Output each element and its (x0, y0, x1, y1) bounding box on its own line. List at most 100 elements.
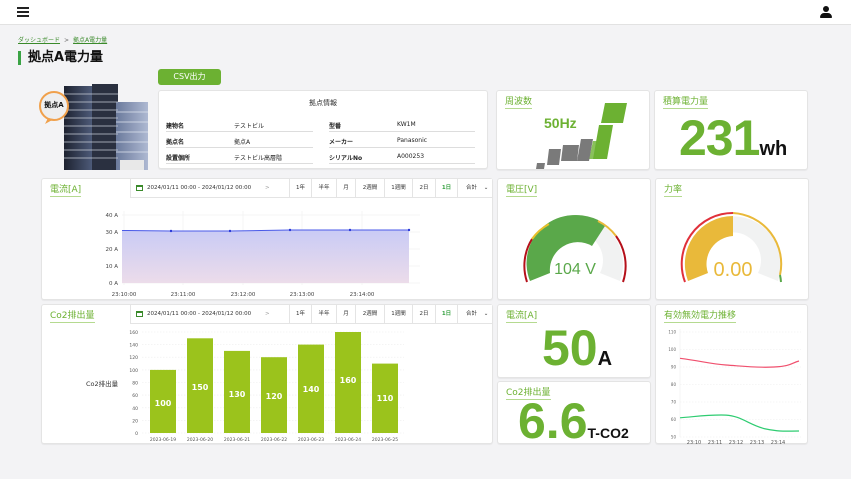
power-factor-title: 力率 (664, 185, 683, 197)
tab-1week[interactable]: 1週間 (384, 305, 412, 324)
breadcrumb-separator: > (64, 37, 70, 44)
building-badge: 拠点A (44, 101, 64, 109)
svg-text:140: 140 (129, 343, 138, 349)
svg-text:0 A: 0 A (109, 281, 118, 287)
next-range-button[interactable]: > (265, 185, 270, 191)
frequency-value: 50Hz (544, 115, 577, 131)
tab-1day[interactable]: 1日 (435, 305, 457, 324)
power-factor-card: 力率 0.00 (655, 178, 809, 300)
svg-text:2023-06-19: 2023-06-19 (150, 437, 176, 443)
svg-text:30 A: 30 A (105, 230, 118, 236)
tab-1year[interactable]: 1年 (289, 179, 311, 198)
date-range[interactable]: 2024/01/11 00:00 - 2024/01/12 00:00 (147, 185, 252, 191)
info-row-serial: シリアルNo A000253 (329, 150, 475, 164)
co2-value-wrap: 6.6T-CO2 (518, 392, 629, 450)
co2-unit: T-CO2 (587, 425, 629, 441)
current-chart-card: 電流[A] 2024/01/11 00:00 - 2024/01/12 00:0… (41, 178, 493, 300)
svg-text:120: 120 (129, 355, 138, 361)
svg-text:20 A: 20 A (105, 247, 118, 253)
svg-text:2023-06-24: 2023-06-24 (335, 437, 361, 443)
svg-text:70: 70 (671, 400, 677, 405)
current-value-card: 電流[A] 50A (497, 304, 651, 378)
energy-value-wrap: 231wh (679, 109, 787, 167)
svg-text:60: 60 (671, 417, 677, 422)
tab-month[interactable]: 月 (336, 179, 355, 198)
site-info-title: 拠点情報 (309, 99, 337, 107)
csv-export-button[interactable]: CSV出力 (158, 69, 221, 85)
breadcrumb-dashboard[interactable]: ダッシュボード (18, 37, 61, 44)
tab-half-year[interactable]: 半年 (311, 305, 336, 324)
svg-text:50: 50 (671, 435, 677, 440)
current-unit: A (597, 348, 613, 370)
svg-text:80: 80 (671, 382, 677, 387)
current-area-chart: 40 A 30 A 20 A 10 A 0 A 23:10:00 23:11:00 23:1… (105, 211, 420, 298)
svg-text:10 A: 10 A (105, 264, 118, 270)
co2-value-title: Co2排出量 (506, 388, 551, 400)
energy-value: 231 (679, 110, 760, 166)
info-value: テストビル高層階 (234, 155, 283, 162)
tab-1year[interactable]: 1年 (289, 305, 311, 324)
svg-text:60: 60 (132, 393, 138, 399)
power-factor-gauge (680, 211, 783, 283)
building-image: 拠点A (36, 80, 152, 172)
breadcrumb-current[interactable]: 拠点A電力量 (73, 37, 108, 44)
co2-value: 6.6 (518, 393, 588, 449)
svg-text:150: 150 (192, 383, 209, 392)
co2-chart-toolbar: 2024/01/11 00:00 - 2024/01/12 00:00 > 1年… (130, 305, 492, 324)
svg-text:100: 100 (155, 399, 172, 408)
total-label: 合計 (466, 311, 478, 317)
user-icon[interactable] (820, 6, 832, 18)
info-row-maker: メーカー Panasonic (329, 134, 475, 148)
energy-card: 積算電力量 231wh (654, 90, 808, 170)
total-label: 合計 (466, 185, 478, 191)
svg-text:2023-06-20: 2023-06-20 (187, 437, 213, 443)
tab-1day[interactable]: 1日 (435, 179, 457, 198)
svg-text:40: 40 (132, 406, 138, 412)
page-title: 拠点A電力量 (18, 51, 103, 65)
tab-2days[interactable]: 2日 (412, 305, 435, 324)
current-chart-toolbar: 2024/01/11 00:00 - 2024/01/12 00:00 > 1年… (130, 179, 492, 198)
svg-text:40 A: 40 A (105, 213, 118, 219)
active-reactive-title: 有効無効電力推移 (664, 311, 737, 323)
svg-text:2023-06-23: 2023-06-23 (298, 437, 324, 443)
tab-2weeks[interactable]: 2週間 (355, 179, 384, 198)
svg-text:0: 0 (135, 431, 138, 437)
info-value: Panasonic (397, 137, 428, 144)
tab-month[interactable]: 月 (336, 305, 355, 324)
tab-2weeks[interactable]: 2週間 (355, 305, 384, 324)
frequency-title: 周波数 (505, 97, 533, 109)
calendar-icon[interactable] (136, 311, 143, 317)
svg-text:23:13:00: 23:13:00 (290, 292, 315, 298)
info-row-model: 型番 KW1M (329, 118, 475, 132)
svg-text:130: 130 (229, 390, 246, 399)
hamburger-menu-icon[interactable] (17, 7, 29, 17)
svg-text:23:13: 23:13 (750, 440, 764, 445)
voltage-value: 104 V (554, 261, 596, 278)
svg-text:160: 160 (340, 376, 357, 385)
active-reactive-line-chart: 110 100 90 80 70 60 50 23:10 23:11 23:12 23:13 23:… (668, 329, 801, 445)
date-range[interactable]: 2024/01/11 00:00 - 2024/01/12 00:00 (147, 311, 252, 317)
period-tabs: 1年 半年 月 2週間 1週間 2日 1日 合計 ⌄ (289, 179, 492, 198)
total-dropdown[interactable]: 合計 ⌄ (457, 179, 493, 198)
tab-2days[interactable]: 2日 (412, 179, 435, 198)
next-range-button[interactable]: > (265, 311, 270, 317)
calendar-icon[interactable] (136, 185, 143, 191)
info-key: 型番 (329, 123, 342, 130)
svg-text:23:10:00: 23:10:00 (112, 292, 137, 298)
svg-text:23:14: 23:14 (771, 440, 785, 445)
top-bar (0, 0, 851, 25)
svg-text:80: 80 (132, 381, 138, 387)
tab-1week[interactable]: 1週間 (384, 179, 412, 198)
breadcrumb: ダッシュボード > 拠点A電力量 (18, 35, 107, 44)
current-value-title: 電流[A] (506, 311, 538, 323)
svg-text:23:11:00: 23:11:00 (171, 292, 196, 298)
svg-text:90: 90 (671, 365, 677, 370)
svg-text:120: 120 (266, 392, 283, 401)
tab-half-year[interactable]: 半年 (311, 179, 336, 198)
info-row-building: 建物名 テストビル (166, 118, 313, 132)
co2-ylabel: Co2排出量 (86, 380, 119, 388)
svg-text:100: 100 (668, 347, 676, 352)
svg-text:23:12:00: 23:12:00 (231, 292, 256, 298)
total-dropdown[interactable]: 合計 ⌄ (457, 305, 493, 324)
power-factor-value: 0.00 (713, 259, 753, 281)
